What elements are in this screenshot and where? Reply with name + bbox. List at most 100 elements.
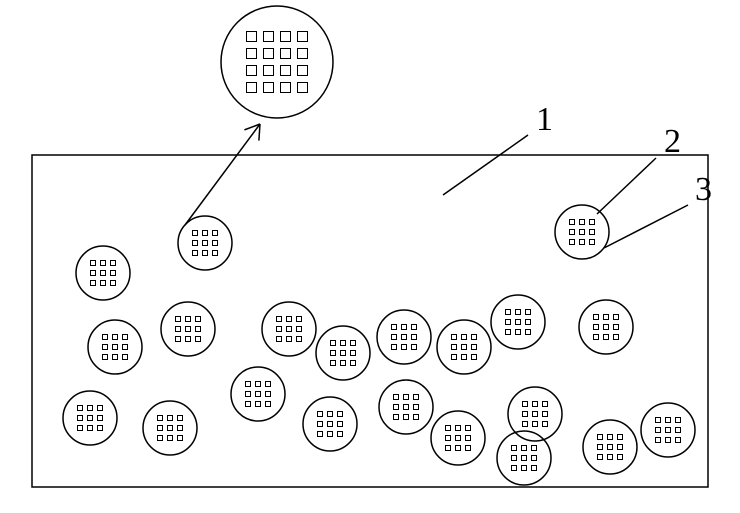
- particle-pore: [533, 412, 538, 417]
- particle-pore: [78, 426, 83, 431]
- particle-pore: [523, 412, 528, 417]
- particle-pore: [532, 446, 537, 451]
- particle-pore: [543, 412, 548, 417]
- particle-pore: [522, 446, 527, 451]
- particle-pore: [452, 355, 457, 360]
- particle-pore: [512, 456, 517, 461]
- particle: [303, 397, 357, 451]
- particle-pore: [522, 466, 527, 471]
- particle-pore: [123, 355, 128, 360]
- particle-pore: [103, 335, 108, 340]
- particle-pore: [446, 426, 451, 431]
- particle-pore: [111, 271, 116, 276]
- label-2: 2: [597, 123, 681, 214]
- particle-pore: [246, 382, 251, 387]
- particle-pore: [594, 325, 599, 330]
- particle-pore: [298, 49, 308, 59]
- particle-pore: [580, 230, 585, 235]
- particle-pore: [506, 320, 511, 325]
- particle-pore: [287, 327, 292, 332]
- particle-pore: [281, 66, 291, 76]
- particle: [231, 367, 285, 421]
- particle-pore: [404, 395, 409, 400]
- particle-outline: [143, 401, 197, 455]
- particle-outline: [161, 302, 215, 356]
- particle-pore: [88, 406, 93, 411]
- particle-pore: [466, 426, 471, 431]
- particle-pore: [618, 455, 623, 460]
- particle-outline: [303, 397, 357, 451]
- particle-pore: [656, 428, 661, 433]
- particle-pore: [256, 392, 261, 397]
- particle-outline: [437, 320, 491, 374]
- particle-pore: [526, 310, 531, 315]
- particle-pore: [193, 231, 198, 236]
- particle-pore: [608, 435, 613, 440]
- leader-line: [443, 135, 528, 195]
- particle: [76, 246, 130, 300]
- particle-pore: [532, 466, 537, 471]
- particle-pore: [402, 345, 407, 350]
- particle-pore: [123, 335, 128, 340]
- particle-pore: [103, 345, 108, 350]
- particle-outline: [262, 302, 316, 356]
- particle-pore: [656, 418, 661, 423]
- particle-pore: [392, 345, 397, 350]
- particle-pore: [297, 327, 302, 332]
- particle-pore: [452, 335, 457, 340]
- leader-line: [597, 158, 656, 214]
- particle-pore: [168, 436, 173, 441]
- particle-pore: [402, 335, 407, 340]
- particle-pore: [203, 231, 208, 236]
- particle: [583, 420, 637, 474]
- particle-pore: [318, 432, 323, 437]
- particle-pore: [213, 251, 218, 256]
- particle-pore: [506, 310, 511, 315]
- particle-pore: [328, 422, 333, 427]
- particle-pore: [178, 426, 183, 431]
- particle-pore: [472, 335, 477, 340]
- particle-pore: [178, 436, 183, 441]
- particle-pore: [392, 335, 397, 340]
- particle-pore: [196, 317, 201, 322]
- particle-pore: [113, 345, 118, 350]
- particle-pore: [277, 327, 282, 332]
- particle-pore: [598, 455, 603, 460]
- particle-pore: [176, 327, 181, 332]
- particle-pore: [456, 446, 461, 451]
- particle-pore: [98, 416, 103, 421]
- particle-pore: [414, 395, 419, 400]
- particle-pore: [331, 341, 336, 346]
- particle-pore: [516, 320, 521, 325]
- particle-pore: [590, 240, 595, 245]
- particle-pore: [570, 220, 575, 225]
- particle: [437, 320, 491, 374]
- particle-pore: [394, 415, 399, 420]
- particle-pore: [256, 382, 261, 387]
- particle-pore: [533, 422, 538, 427]
- particle-outline: [76, 246, 130, 300]
- particle-pore: [168, 426, 173, 431]
- particle-pore: [176, 337, 181, 342]
- particle-pore: [264, 66, 274, 76]
- particle: [316, 326, 370, 380]
- particle-pore: [472, 355, 477, 360]
- particle-pore: [287, 317, 292, 322]
- particle-pore: [512, 466, 517, 471]
- particle: [491, 295, 545, 349]
- particle-outline: [231, 367, 285, 421]
- particle-pore: [466, 446, 471, 451]
- particle-pore: [277, 317, 282, 322]
- particle-pore: [158, 416, 163, 421]
- particle: [63, 391, 117, 445]
- particle-pore: [281, 49, 291, 59]
- particle-pore: [256, 402, 261, 407]
- particle-outline: [641, 403, 695, 457]
- particle-pore: [78, 406, 83, 411]
- particle-pore: [113, 335, 118, 340]
- particle-pore: [266, 392, 271, 397]
- particle-pore: [277, 337, 282, 342]
- particle-pore: [412, 345, 417, 350]
- particle-pore: [452, 345, 457, 350]
- particle-pore: [666, 428, 671, 433]
